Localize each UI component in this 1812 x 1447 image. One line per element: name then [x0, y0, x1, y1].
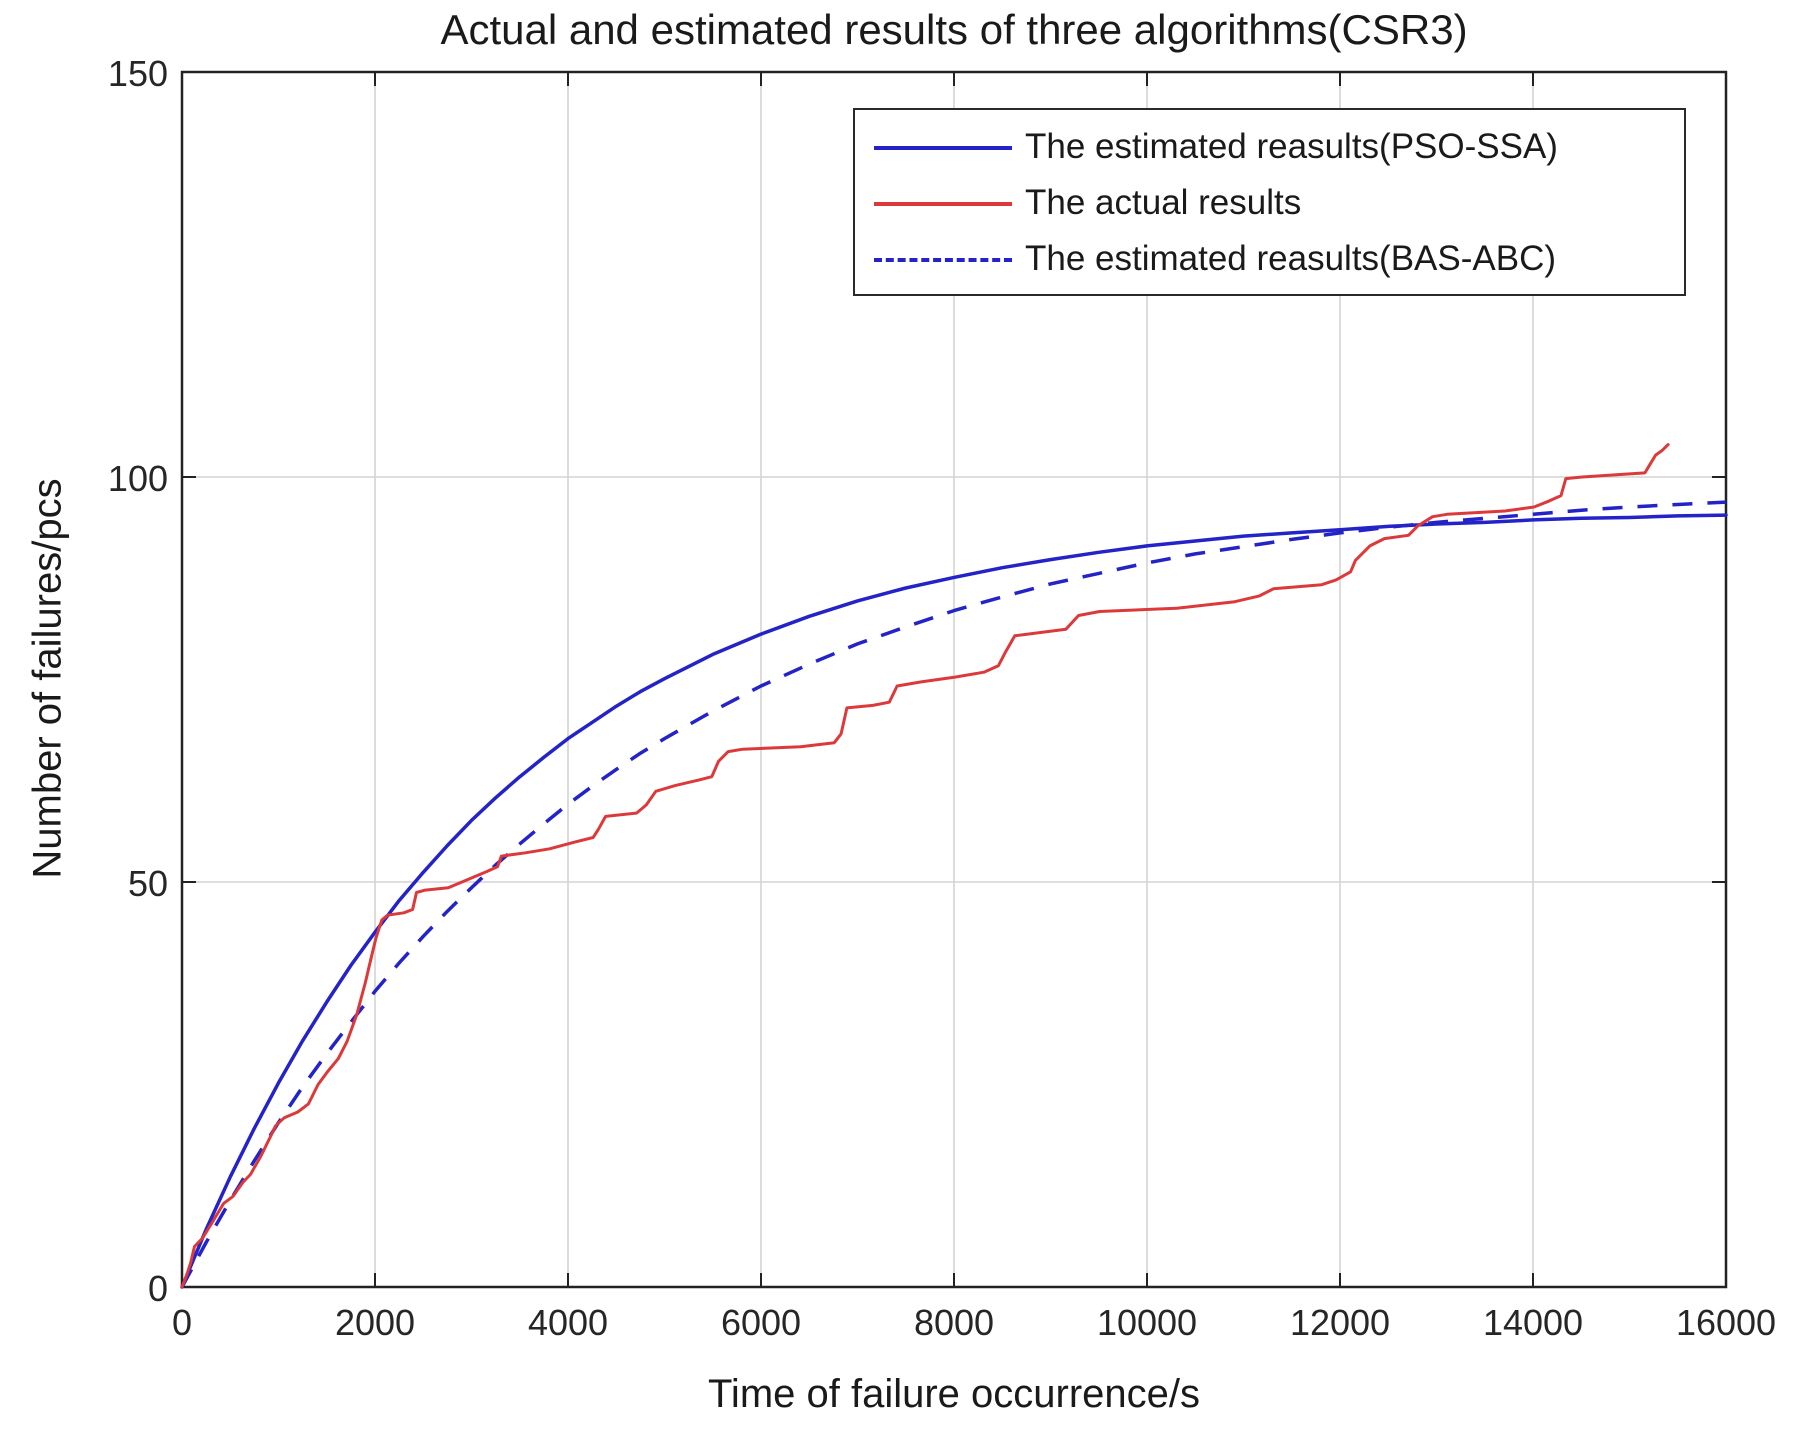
- x-tick-label: 12000: [1289, 1302, 1391, 1343]
- curve-estimated-pso-ssa: [180, 513, 1728, 1289]
- legend-label: The estimated reasults(PSO-SSA): [1025, 127, 1558, 167]
- legend-box: The estimated reasults(PSO-SSA) The actu…: [853, 108, 1686, 296]
- legend-line-solid-red-icon: [874, 202, 1012, 206]
- legend-item-pso-ssa: The estimated reasults(PSO-SSA): [855, 127, 1684, 167]
- x-tick-label: 14000: [1482, 1302, 1584, 1343]
- x-axis-label: Time of failure occurrence/s: [707, 1372, 1201, 1416]
- legend-line-dashed-blue-icon: [874, 258, 1012, 262]
- y-tick-label: 50: [127, 863, 168, 904]
- x-tick-label: 6000: [720, 1302, 802, 1343]
- y-tick-label: 0: [147, 1268, 168, 1309]
- x-tick-label: 10000: [1096, 1302, 1198, 1343]
- x-tick-label: 16000: [1675, 1302, 1777, 1343]
- x-tick-label: 2000: [334, 1302, 416, 1343]
- x-tick-label: 4000: [527, 1302, 609, 1343]
- curve-actual-results: [180, 443, 1670, 1289]
- legend-label: The actual results: [1025, 183, 1302, 223]
- legend-item-bas-abc: The estimated reasults(BAS-ABC): [855, 239, 1684, 279]
- axis-tick-marks: [181, 71, 1727, 1288]
- y-tick-label: 100: [107, 458, 168, 499]
- legend-item-actual: The actual results: [855, 183, 1684, 223]
- legend-line-solid-blue-icon: [874, 146, 1012, 150]
- x-tick-label: 0: [171, 1302, 193, 1343]
- legend-label: The estimated reasults(BAS-ABC): [1025, 239, 1557, 279]
- chart-title: Actual and estimated results of three al…: [440, 6, 1468, 53]
- y-tick-label: 150: [107, 53, 168, 94]
- x-tick-label: 8000: [913, 1302, 995, 1343]
